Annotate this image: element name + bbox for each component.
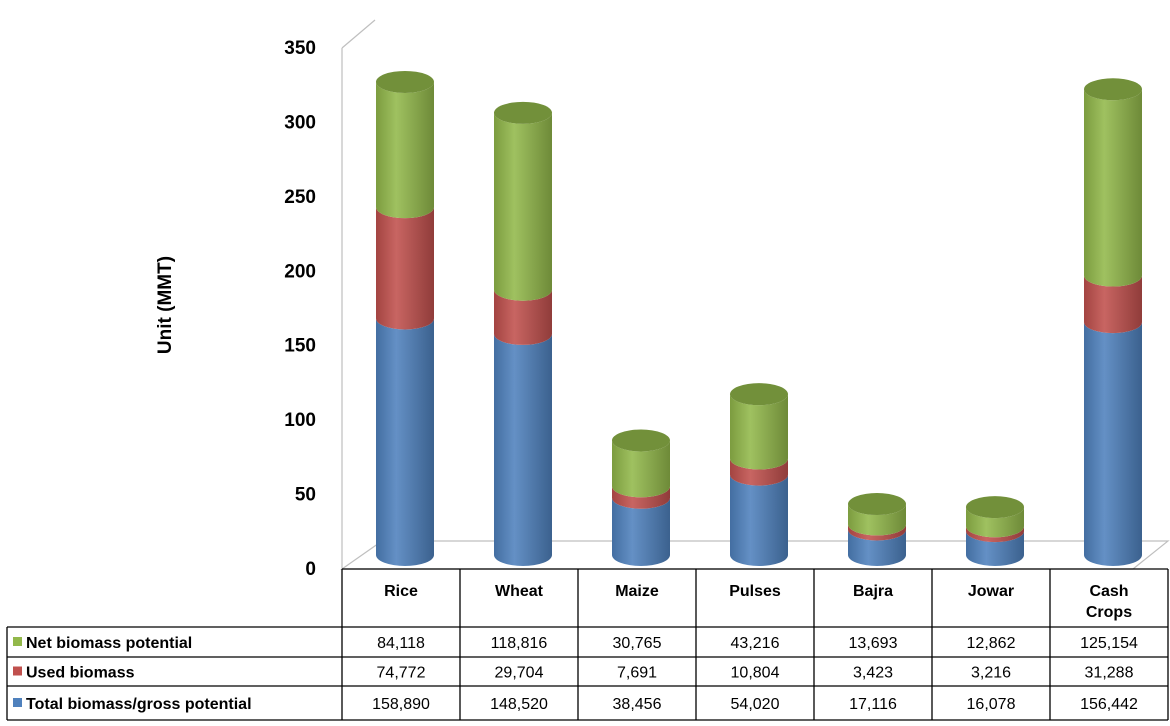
bar-stack-maize bbox=[612, 429, 670, 566]
legend-label-used: Used biomass bbox=[26, 665, 135, 682]
bar-net-wheat bbox=[494, 112, 552, 301]
table-cell-total-wheat: 148,520 bbox=[490, 696, 548, 713]
bar-total-cash-crops bbox=[1084, 322, 1142, 566]
y-axis-depth-line bbox=[341, 19, 376, 49]
x-category-label-jowar: Jowar bbox=[968, 583, 1014, 600]
x-category-label-pulses: Pulses bbox=[729, 583, 781, 600]
bar-total-rice bbox=[376, 318, 434, 566]
table-cell-net-wheat: 118,816 bbox=[491, 635, 548, 652]
bar-total-maize bbox=[612, 497, 670, 566]
bar-stack-rice bbox=[376, 70, 434, 566]
table-cell-used-jowar: 3,216 bbox=[971, 665, 1011, 682]
table-cell-total-cash-crops: 156,442 bbox=[1080, 696, 1138, 713]
y-tick-label: 350 bbox=[284, 38, 316, 59]
bar-net-maize bbox=[612, 440, 670, 498]
table-cell-net-bajra: 13,693 bbox=[849, 635, 898, 652]
legend-key-used bbox=[13, 666, 22, 676]
y-tick-label: 0 bbox=[305, 559, 316, 580]
table-cell-net-cash-crops: 125,154 bbox=[1080, 635, 1138, 652]
y-tick-label: 150 bbox=[284, 336, 316, 357]
legend-key-net bbox=[13, 637, 22, 646]
y-tick-label: 50 bbox=[295, 485, 316, 506]
bar-used-bajra bbox=[848, 524, 906, 541]
table-cell-net-maize: 30,765 bbox=[613, 635, 662, 652]
legend-label-total: Total biomass/gross potential bbox=[26, 696, 252, 713]
legend-label-net: Net biomass potential bbox=[26, 635, 192, 652]
table-cell-total-jowar: 16,078 bbox=[967, 696, 1016, 713]
bar-net-pulses bbox=[730, 394, 788, 470]
bar-total-wheat bbox=[494, 333, 552, 566]
table-cell-used-bajra: 3,423 bbox=[853, 665, 893, 682]
bar-net-cash-crops bbox=[1084, 89, 1142, 287]
y-axis-title: Unit (MMT) bbox=[155, 256, 176, 354]
bar-top-jowar bbox=[966, 496, 1024, 519]
bar-top-rice bbox=[376, 70, 434, 93]
table-cell-used-wheat: 29,704 bbox=[495, 665, 544, 682]
x-category-label-cash-crops: Crops bbox=[1086, 604, 1132, 621]
bar-total-bajra bbox=[848, 529, 906, 566]
bar-used-maize bbox=[612, 486, 670, 509]
data-table: Rice Wheat Maize Pulses Bajra Jowar Cash Crops N… bbox=[6, 568, 1169, 721]
table-cell-net-pulses: 43,216 bbox=[731, 635, 780, 652]
table-cell-used-cash-crops: 31,288 bbox=[1085, 665, 1134, 682]
table-cell-net-jowar: 12,862 bbox=[967, 635, 1016, 652]
bar-top-maize bbox=[612, 429, 670, 452]
table-cell-used-rice: 74,772 bbox=[377, 665, 426, 682]
x-category-label-cash-crops: Cash bbox=[1089, 583, 1128, 600]
bar-top-wheat bbox=[494, 101, 552, 124]
bar-used-cash-crops bbox=[1084, 275, 1142, 334]
chart-bars bbox=[376, 70, 1142, 566]
bar-net-bajra bbox=[848, 504, 906, 536]
x-category-label-bajra: Bajra bbox=[853, 583, 893, 600]
bar-top-cash-crops bbox=[1084, 78, 1142, 101]
table-cell-used-pulses: 10,804 bbox=[731, 665, 780, 682]
chart-axes: 0 50 100 150 200 250 300 350 Unit (MMT) bbox=[155, 19, 1170, 580]
y-tick-label: 250 bbox=[284, 187, 316, 208]
x-category-label-wheat: Wheat bbox=[495, 583, 544, 600]
table-cell-used-maize: 7,691 bbox=[617, 665, 657, 682]
table-cell-total-maize: 38,456 bbox=[613, 696, 662, 713]
table-cell-total-pulses: 54,020 bbox=[731, 696, 780, 713]
bar-used-pulses bbox=[730, 458, 788, 486]
bar-top-pulses bbox=[730, 383, 788, 406]
y-tick-label: 100 bbox=[284, 410, 316, 431]
bar-used-wheat bbox=[494, 289, 552, 345]
bar-stack-bajra bbox=[848, 493, 906, 566]
bar-stack-cash-crops bbox=[1084, 78, 1142, 566]
bar-net-rice bbox=[376, 81, 434, 219]
bar-top-bajra bbox=[848, 493, 906, 516]
table-cell-total-rice: 158,890 bbox=[372, 696, 430, 713]
y-tick-label: 300 bbox=[284, 112, 316, 133]
bar-used-rice bbox=[376, 207, 434, 330]
table-cell-total-bajra: 17,116 bbox=[849, 696, 897, 713]
y-tick-label: 200 bbox=[284, 261, 316, 282]
bar-stack-jowar bbox=[966, 496, 1024, 566]
bar-stack-wheat bbox=[494, 101, 552, 566]
bar-total-jowar bbox=[966, 531, 1024, 566]
x-category-label-rice: Rice bbox=[384, 583, 418, 600]
bar-stack-pulses bbox=[730, 383, 788, 566]
table-cell-net-rice: 84,118 bbox=[377, 635, 425, 652]
bar-used-jowar bbox=[966, 526, 1024, 543]
legend-key-total bbox=[13, 698, 22, 707]
x-category-label-maize: Maize bbox=[615, 583, 659, 600]
bar-net-jowar bbox=[966, 507, 1024, 538]
bar-total-pulses bbox=[730, 474, 788, 566]
